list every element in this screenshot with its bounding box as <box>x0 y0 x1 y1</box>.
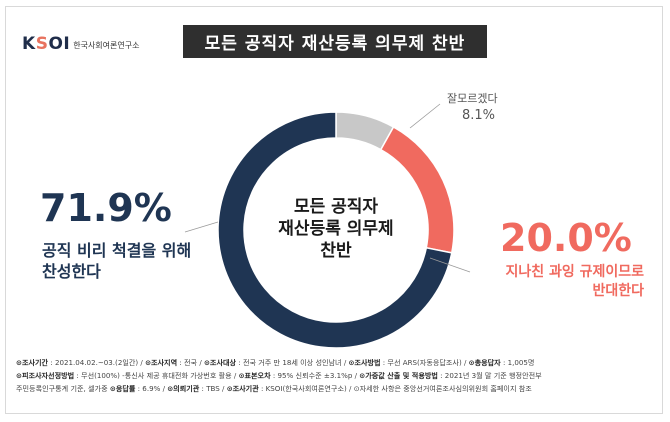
footer-item: ⊙가중값 산출 및 적용방법 : 2021년 3월 말 기준 행정안전부 <box>359 371 542 380</box>
footer-item: ⊙조사기간 : 2021.04.02.~03.(2일간) / <box>16 358 146 367</box>
footer-note: ⊙자세한 사항은 중앙선거여론조사심의위원회 홈페이지 참조 <box>353 384 532 393</box>
agree-label-line-2: 찬성한다 <box>42 262 101 281</box>
footer-item: ⊙표본오차 : 95% 신뢰수준 ±3.1%p / <box>238 371 360 380</box>
footer-item: ⊙피조사자선정방법 : 무선(100%) -통신사 제공 휴대전화 가상번호 활… <box>16 371 239 380</box>
footer-text: 주민등록인구통계 기준, 셀가중 <box>16 384 110 393</box>
center-label-line-1: 모든 공직자 <box>293 197 379 217</box>
center-label-line-2: 재산등록 의무제 <box>278 219 394 239</box>
footer-item: ⊙조사기관 : KSOI(한국사회여론연구소) / <box>226 384 354 393</box>
footer-line-2: ⊙피조사자선정방법 : 무선(100%) -통신사 제공 휴대전화 가상번호 활… <box>16 369 656 382</box>
dont-know-percent: 8.1% <box>462 108 496 123</box>
slice-agree <box>217 111 453 349</box>
footer-item: ⊙조사방법 : 무선 ARS(자동응답조사) / <box>348 358 469 367</box>
disagree-percent: 20.0% <box>500 216 632 260</box>
footer-item: ⊙조사대상 : 전국 거주 만 18세 이상 성인남녀 / <box>203 358 349 367</box>
logo-org-name: 한국사회여론연구소 <box>73 41 140 50</box>
footer-item: ⊙응답률 : 6.9% / <box>109 384 168 393</box>
chart-title: 모든 공직자 재산등록 의무제 찬반 <box>183 25 487 58</box>
footer-item: ⊙조사지역 : 전국 / <box>145 358 204 367</box>
agree-percent: 71.9% <box>40 186 172 230</box>
dont-know-label: 잘모르겠다 <box>447 92 498 105</box>
donut-center-label: 모든 공직자 재산등록 의무제 찬반 <box>266 196 406 262</box>
footer-item: ⊙의뢰기관 : TBS / <box>167 384 227 393</box>
disagree-label-line-2: 반대한다 <box>592 283 644 299</box>
leader-line-disagree <box>429 257 471 273</box>
footer-line-3: 주민등록인구통계 기준, 셀가중 ⊙응답률 : 6.9% / ⊙의뢰기관 : T… <box>16 382 656 395</box>
disagree-label-line-1: 지나친 과잉 규제이므로 <box>505 264 644 280</box>
agree-label-line-1: 공직 비리 척결을 위해 <box>42 241 192 260</box>
agree-label: 공직 비리 척결을 위해 찬성한다 <box>42 240 191 282</box>
logo: KSOI 한국사회여론연구소 <box>22 34 139 54</box>
leader-line-dont-know <box>409 103 441 129</box>
leader-line-agree <box>184 221 219 233</box>
survey-footer: ⊙조사기간 : 2021.04.02.~03.(2일간) / ⊙조사지역 : 전… <box>16 356 656 395</box>
logo-mark: KSOI <box>22 34 71 54</box>
disagree-label: 지나친 과잉 규제이므로 반대한다 <box>458 263 644 301</box>
footer-line-1: ⊙조사기간 : 2021.04.02.~03.(2일간) / ⊙조사지역 : 전… <box>16 356 656 369</box>
footer-item: ⊙총응답자 : 1,005명 <box>468 358 535 367</box>
center-label-line-3: 찬반 <box>320 241 352 261</box>
